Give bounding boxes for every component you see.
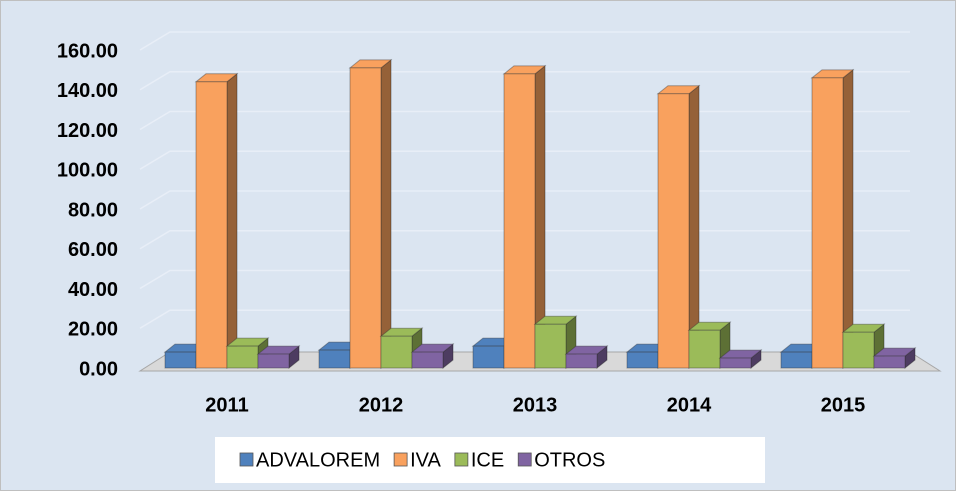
bar <box>318 349 351 369</box>
bar <box>257 353 290 369</box>
bar <box>873 355 906 369</box>
legend-swatch <box>239 452 254 467</box>
bar <box>195 81 228 369</box>
bar <box>688 329 721 369</box>
y-tick-label: 40.00 <box>68 279 118 301</box>
legend-swatch <box>517 452 532 467</box>
x-tick-label: 2011 <box>205 394 248 416</box>
legend-label: ADVALOREM <box>256 449 380 471</box>
x-tick-label: 2014 <box>667 394 712 416</box>
bar <box>842 331 875 369</box>
legend-label: IVA <box>410 449 441 471</box>
plot-area: 0.00 20.00 40.00 60.00 80.00 100.00 120.00 140.… <box>57 31 917 416</box>
legend-swatch <box>393 452 408 467</box>
bar <box>719 357 752 369</box>
bar <box>503 73 536 369</box>
bar-side <box>226 72 238 370</box>
bar <box>349 67 382 369</box>
bar <box>534 323 567 369</box>
bar-side <box>842 68 854 370</box>
legend-label: ICE <box>471 449 504 471</box>
bar <box>780 351 813 369</box>
x-tick-label: 2012 <box>359 394 404 416</box>
legend: ADVALOREM IVA ICE OTROS <box>239 449 605 471</box>
bar-side <box>380 58 392 370</box>
bar <box>626 351 659 369</box>
y-tick-label: 0.00 <box>79 358 118 380</box>
bar <box>472 345 505 369</box>
grid-line <box>139 71 910 91</box>
y-tick-label: 120.00 <box>57 120 118 142</box>
legend-label: OTROS <box>534 449 605 471</box>
y-tick-label: 60.00 <box>68 239 118 261</box>
x-tick-label: 2013 <box>513 394 558 416</box>
legend-swatch <box>454 452 469 467</box>
grid-line <box>139 31 910 51</box>
bar <box>657 93 690 369</box>
y-tick-label: 80.00 <box>68 199 118 221</box>
y-tick-label: 140.00 <box>57 80 118 102</box>
bar <box>164 351 197 369</box>
bar <box>380 335 413 369</box>
bar <box>811 77 844 369</box>
bar <box>565 353 598 369</box>
bar <box>411 351 444 369</box>
y-tick-label: 160.00 <box>57 40 118 62</box>
y-tick-label: 20.00 <box>68 319 118 341</box>
bar <box>226 345 259 369</box>
x-tick-label: 2015 <box>821 394 866 416</box>
y-tick-label: 100.00 <box>57 160 118 182</box>
legend-box <box>215 437 765 483</box>
